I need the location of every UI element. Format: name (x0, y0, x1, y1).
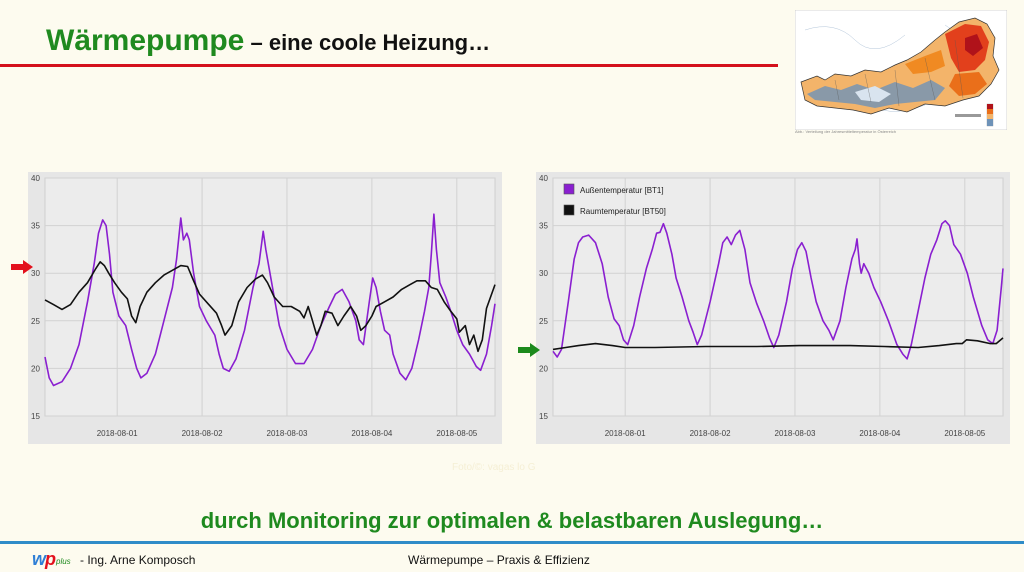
green-arrow-icon (518, 343, 540, 357)
svg-text:plus: plus (55, 557, 71, 566)
series-line-1 (44, 261, 496, 353)
title-main: Wärmepumpe (46, 24, 245, 57)
y-tick-label: 15 (539, 412, 548, 421)
red-arrow-icon (11, 260, 33, 274)
legend-swatch (563, 204, 575, 216)
x-tick-label: 2018-08-03 (775, 429, 816, 438)
footer-rule (0, 541, 1024, 544)
y-tick-label: 30 (539, 269, 548, 278)
map-caption: Abb.: Verteilung der Jahresmitteltempera… (795, 129, 896, 134)
x-tick-label: 2018-08-04 (859, 429, 900, 438)
x-tick-label: 2018-08-04 (351, 429, 392, 438)
austria-temperature-map (795, 10, 1007, 130)
y-tick-label: 15 (31, 412, 40, 421)
y-tick-label: 25 (31, 317, 40, 326)
title-underline (0, 64, 778, 67)
x-tick-label: 2018-08-05 (436, 429, 477, 438)
y-tick-label: 30 (31, 269, 40, 278)
legend-label: Außentemperatur [BT1] (580, 186, 664, 195)
title-rest: – eine coole Heizung… (244, 30, 491, 55)
series-line-0 (552, 220, 1004, 360)
x-tick-label: 2018-08-05 (944, 429, 985, 438)
y-tick-label: 35 (539, 222, 548, 231)
y-tick-label: 25 (539, 317, 548, 326)
series-line-0 (44, 213, 496, 387)
x-tick-label: 2018-08-02 (182, 429, 223, 438)
y-tick-label: 35 (31, 222, 40, 231)
y-tick-label: 40 (31, 174, 40, 183)
footer-author: - Ing. Arne Komposch (80, 553, 196, 567)
chart-left: 15 20 25 30 35 40 2018-08-01 2018-08-02 2018-08-… (28, 172, 502, 444)
x-tick-label: 2018-08-03 (267, 429, 308, 438)
plot-area (552, 177, 1004, 417)
chart-right: 15 20 25 30 35 40 2018-08-01 2018-08-02 2018-08-… (536, 172, 1010, 444)
slide-title: Wärmepumpe – eine coole Heizung… (46, 24, 490, 58)
y-tick-label: 40 (539, 174, 548, 183)
y-tick-label: 20 (539, 364, 548, 373)
x-tick-label: 2018-08-01 (97, 429, 138, 438)
slide-subtitle: durch Monitoring zur optimalen & belastb… (200, 508, 824, 533)
x-tick-label: 2018-08-02 (690, 429, 731, 438)
y-tick-label: 20 (31, 364, 40, 373)
wp-plus-logo: w p plus (32, 549, 71, 569)
series-line-1 (552, 337, 1004, 351)
legend-swatch (563, 183, 575, 195)
plot-area (44, 177, 496, 417)
legend-label: Raumtemperatur [BT50] (580, 207, 666, 216)
svg-text:p: p (44, 549, 56, 569)
footer-center-text: Wärmepumpe – Praxis & Effizienz (408, 553, 590, 567)
faint-credit: Foto/©: vagas lo G (452, 462, 536, 473)
x-tick-label: 2018-08-01 (605, 429, 646, 438)
svg-text:w: w (32, 549, 47, 569)
